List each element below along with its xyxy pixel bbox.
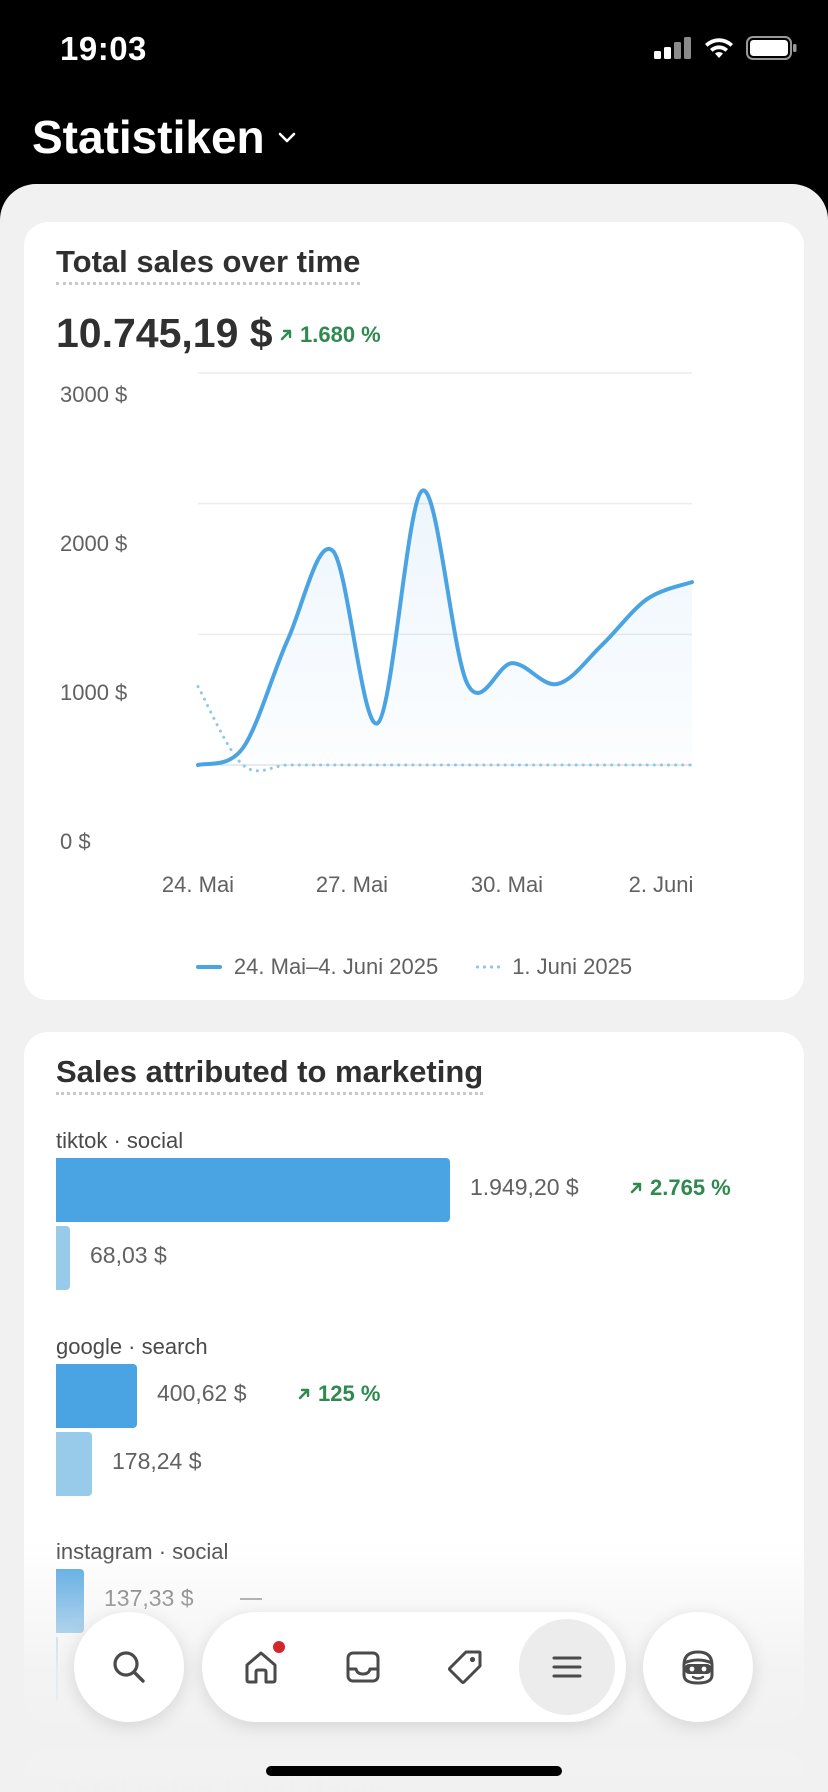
no-change-dash [240, 1598, 262, 1600]
card-title[interactable]: Sales attributed to marketing [56, 1054, 484, 1095]
nav-orders[interactable] [315, 1619, 411, 1715]
signal-icon [654, 37, 691, 59]
sales-change-value: 1.680 % [300, 322, 381, 347]
notification-dot [271, 1639, 287, 1655]
bar-value-previous: 178,24 $ [112, 1448, 202, 1474]
main-nav [202, 1612, 626, 1722]
series-area [198, 490, 692, 765]
status-time: 19:03 [60, 30, 147, 67]
home-icon [245, 1651, 277, 1684]
page-title: Statistiken [32, 111, 265, 163]
chart-legend: 24. Mai–4. Juni 2025 1. Juni 2025 [24, 954, 804, 980]
channel-label: google · search [56, 1334, 208, 1359]
channel-change: 125 % [296, 1381, 380, 1407]
content-sheet: Total sales over time 10.745,19 $ 1.680 … [0, 184, 828, 1792]
sales-over-time-card[interactable]: Total sales over time 10.745,19 $ 1.680 … [24, 222, 804, 1000]
assistant-button[interactable] [643, 1612, 753, 1722]
y-tick: 1000 $ [60, 680, 128, 705]
nav-products[interactable] [417, 1619, 513, 1715]
legend-item-previous[interactable]: 1. Juni 2025 [474, 954, 632, 980]
search-icon [113, 1651, 145, 1683]
legend-label: 1. Juni 2025 [512, 954, 633, 979]
assistant-avatar-icon [682, 1650, 714, 1685]
bar-value-current: 1.949,20 $ [470, 1174, 579, 1200]
legend-label: 24. Mai–4. Juni 2025 [233, 954, 439, 979]
x-tick: 27. Mai [315, 872, 389, 897]
bar-previous[interactable] [56, 1637, 58, 1701]
x-tick: 30. Mai [470, 872, 544, 897]
search-button[interactable] [74, 1612, 184, 1722]
page-header[interactable]: Statistiken [32, 110, 299, 164]
channel-label: tiktok · social [56, 1128, 184, 1153]
card-title[interactable]: Total sales over time [56, 244, 361, 285]
status-icons [654, 36, 798, 60]
y-tick: 0 $ [60, 829, 91, 854]
tag-icon [448, 1650, 482, 1684]
battery-icon [746, 36, 797, 60]
card-title[interactable]: Total sales breakdown [56, 1774, 386, 1792]
arrow-up-right-icon [630, 1182, 642, 1194]
channel-change: 2.765 % [628, 1175, 731, 1201]
bar-current[interactable] [56, 1569, 84, 1633]
channel-change-value: 2.765 % [650, 1175, 731, 1200]
inbox-icon [346, 1651, 380, 1683]
legend-item-current[interactable]: 24. Mai–4. Juni 2025 [195, 954, 439, 980]
legend-swatch-solid [195, 965, 222, 969]
sales-total: 10.745,19 $ [56, 310, 273, 356]
status-bar: 19:03 [0, 0, 828, 100]
x-tick: 2. Juni [628, 872, 694, 897]
arrow-up-right-icon [298, 1388, 310, 1400]
bar-value-current: 137,33 $ [104, 1585, 194, 1611]
legend-swatch-dotted [474, 965, 501, 969]
y-tick: 3000 $ [60, 382, 128, 407]
menu-icon [552, 1656, 582, 1678]
chevron-down-icon [278, 132, 295, 143]
channel-label: instagram · social [56, 1539, 229, 1564]
wifi-icon [705, 38, 733, 58]
bar-value-previous: 68,03 $ [90, 1242, 167, 1268]
bar-previous[interactable] [56, 1432, 92, 1496]
series-line-current[interactable] [196, 488, 694, 767]
home-indicator [266, 1766, 562, 1776]
bar-value-current: 400,62 $ [157, 1380, 247, 1406]
bar-previous[interactable] [56, 1226, 70, 1290]
bar-current[interactable] [56, 1364, 137, 1428]
arrow-up-right-icon [280, 329, 292, 341]
nav-menu[interactable] [519, 1619, 615, 1715]
x-tick: 24. Mai [161, 872, 235, 897]
channel-change-value: 125 % [318, 1381, 381, 1406]
sales-line-chart[interactable] [24, 222, 804, 822]
nav-home[interactable] [213, 1619, 309, 1715]
sales-change: 1.680 % [278, 322, 381, 348]
bar-current[interactable] [56, 1158, 450, 1222]
y-tick: 2000 $ [60, 531, 128, 556]
